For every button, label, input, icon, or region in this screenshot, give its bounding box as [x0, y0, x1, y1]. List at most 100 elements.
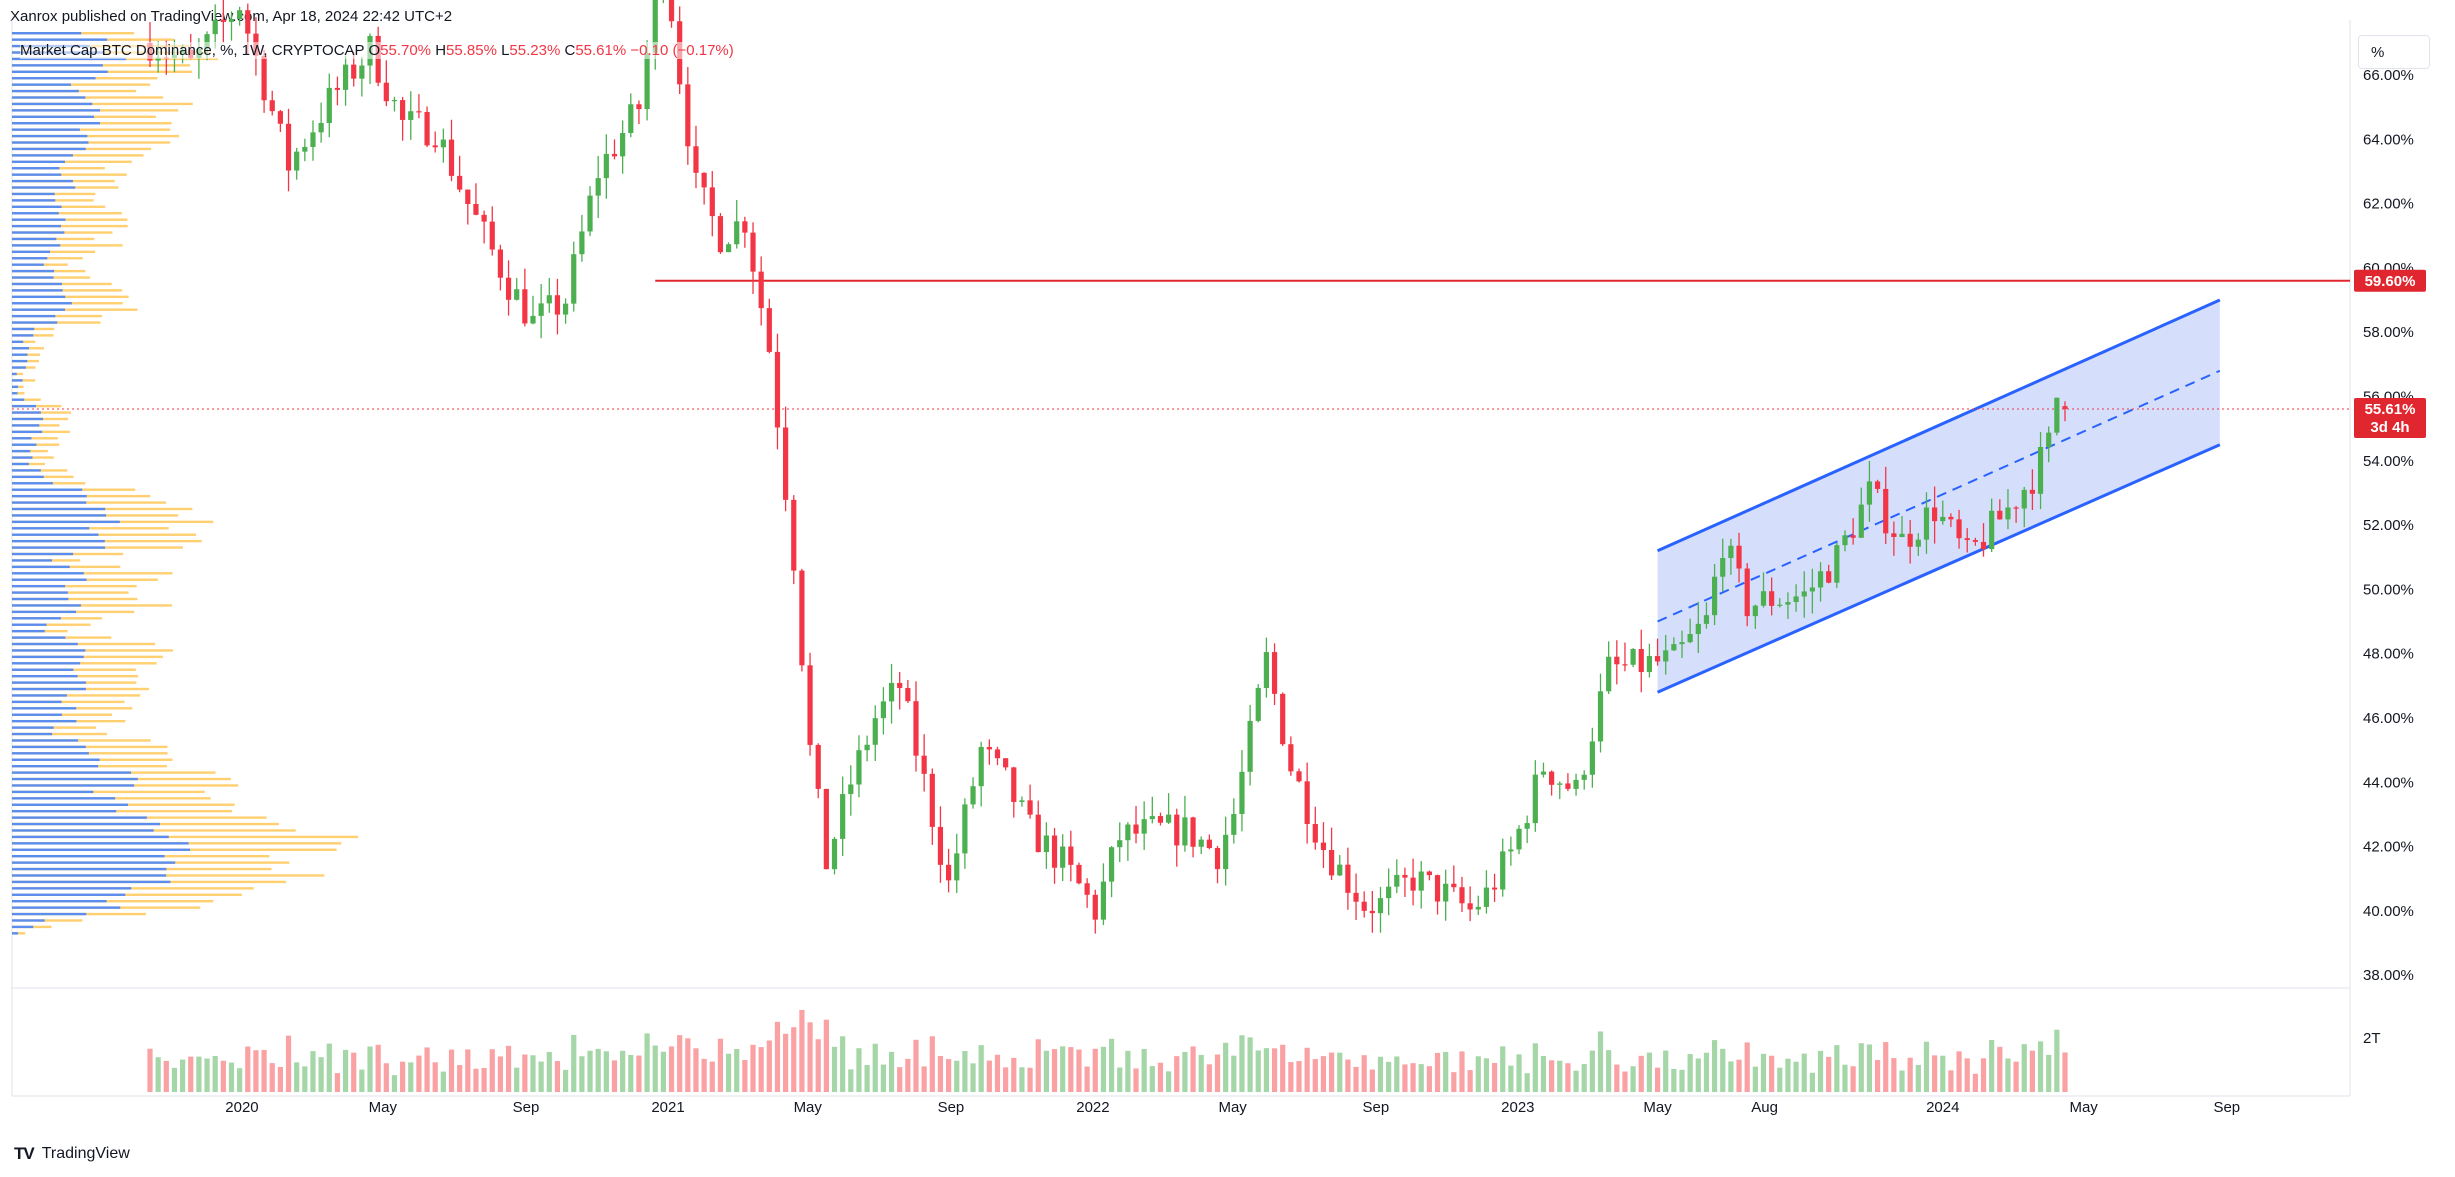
volume-bar	[1174, 1056, 1180, 1092]
volume-profile-row-up	[12, 186, 76, 189]
x-tick-label: 2020	[225, 1099, 258, 1116]
volume-bar	[1972, 1073, 1978, 1092]
volume-bar	[204, 1058, 210, 1092]
volume-bar	[1695, 1058, 1701, 1092]
volume-profile-row-up	[12, 134, 88, 138]
volume-bar	[1166, 1071, 1172, 1092]
volume-profile-row-up	[12, 572, 84, 575]
volume-bar	[1369, 1069, 1375, 1092]
volume-bar	[1051, 1049, 1058, 1092]
candle-body	[929, 773, 935, 827]
footer-brand[interactable]: TV TradingView	[14, 1144, 130, 1164]
volume-bar	[1557, 1060, 1563, 1092]
volume-profile-row-up	[12, 269, 55, 273]
volume-profile-row-down	[12, 372, 24, 376]
volume-profile-row-up	[12, 687, 86, 691]
volume-bar	[921, 1066, 927, 1092]
volume-bar	[1043, 1050, 1049, 1092]
volume-profile-row-down	[12, 437, 58, 440]
y-tick-label: 46.00%	[2363, 710, 2414, 727]
volume-profile-row-down	[12, 829, 296, 832]
volume-profile-row-down	[12, 250, 96, 254]
candle-body	[400, 100, 406, 120]
candle-body	[1451, 883, 1457, 888]
volume-bar	[497, 1056, 504, 1092]
volume-bar	[1638, 1055, 1644, 1092]
volume-bar	[1467, 1070, 1473, 1092]
volume-bar	[538, 1061, 544, 1092]
candle-body	[1402, 874, 1408, 878]
volume-profile-row-down	[12, 752, 168, 755]
volume-profile-row-up	[12, 488, 83, 491]
candle-body	[489, 221, 495, 250]
candle-body	[1483, 887, 1490, 907]
volume-bar	[1271, 1048, 1278, 1092]
candle-body	[359, 65, 365, 79]
volume-bar	[1932, 1055, 1938, 1092]
price-scale-unit-button[interactable]: %	[2358, 35, 2430, 69]
candle-body	[473, 203, 479, 215]
volume-bar	[448, 1049, 455, 1092]
volume-bar	[1019, 1067, 1025, 1092]
candle-body	[310, 132, 316, 147]
volume-profile-row-down	[12, 141, 171, 144]
volume-bar	[505, 1045, 512, 1092]
volume-bar	[1589, 1050, 1595, 1092]
candle-body	[1834, 545, 1840, 583]
volume-profile-row-up	[12, 784, 135, 787]
volume-bar	[375, 1044, 381, 1092]
volume-bar	[2037, 1041, 2044, 1092]
volume-bar	[1491, 1063, 1498, 1092]
candle-body	[742, 221, 748, 233]
volume-profile-row-up	[12, 745, 86, 749]
candle-body	[791, 499, 797, 571]
volume-profile-row-up	[12, 340, 24, 344]
volume-bar	[1663, 1050, 1669, 1092]
volume-profile-row-up	[12, 539, 105, 543]
volume-profile-row-up	[12, 597, 69, 601]
candle-body	[245, 10, 251, 34]
candle-body	[465, 189, 471, 204]
candle-body	[636, 104, 642, 110]
volume-profile-row-up	[12, 520, 120, 524]
volume-profile-row-up	[12, 141, 89, 144]
volume-bar	[783, 1033, 789, 1092]
x-tick-label: May	[1218, 1099, 1247, 1116]
volume-bar	[554, 1061, 561, 1092]
volume-bar	[856, 1048, 862, 1092]
volume-profile-row-up	[12, 449, 31, 453]
candle-body	[1190, 817, 1196, 847]
volume-bar	[1858, 1043, 1864, 1092]
volume-bar	[758, 1047, 764, 1092]
volume-bar	[1377, 1056, 1384, 1092]
candle-body	[1133, 824, 1139, 834]
candle-body	[261, 55, 267, 101]
volume-profile-row-up	[12, 385, 19, 389]
candle-body	[1777, 604, 1783, 606]
volume-bar	[1597, 1031, 1604, 1092]
candle-body	[1296, 771, 1302, 782]
volume-profile-row-up	[12, 803, 128, 806]
volume-profile-row-up	[12, 533, 99, 536]
volume-profile-row-up	[12, 578, 87, 581]
volume-bar	[1483, 1058, 1490, 1092]
volume-bar	[1793, 1061, 1799, 1092]
volume-profile-row-up	[12, 115, 94, 118]
candle-body	[571, 254, 577, 304]
volume-bar	[237, 1068, 243, 1092]
candle-body	[562, 303, 569, 315]
y-tick-label: 52.00%	[2363, 517, 2414, 534]
volume-bar	[514, 1067, 520, 1092]
candle-body	[1826, 571, 1832, 583]
volume-bar	[1068, 1047, 1074, 1092]
volume-profile-row-up	[12, 629, 45, 633]
volume-bar	[1883, 1042, 1889, 1092]
candle-body	[709, 187, 715, 217]
candle-body	[1972, 540, 1978, 542]
candle-body	[2021, 489, 2027, 509]
volume-bar	[1141, 1048, 1147, 1092]
candle-body	[644, 52, 650, 110]
volume-profile-row-down	[12, 662, 157, 665]
volume-profile-row-down	[12, 919, 83, 922]
